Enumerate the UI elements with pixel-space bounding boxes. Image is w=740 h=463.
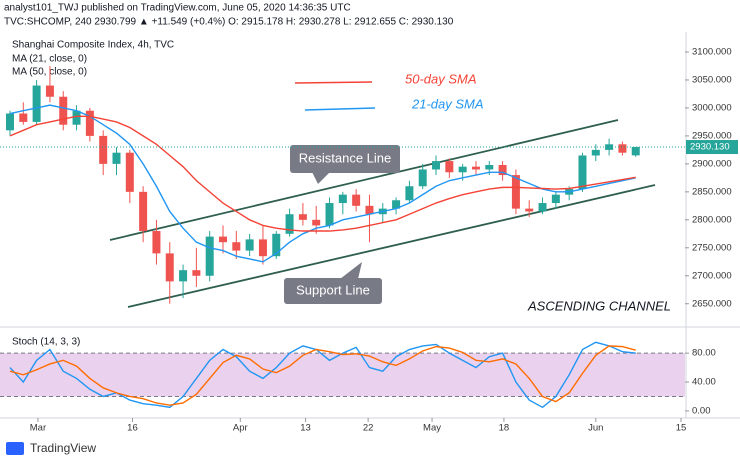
x-tick-label: 22 xyxy=(363,423,374,434)
candle-body xyxy=(511,175,520,209)
x-tick-label: 18 xyxy=(499,423,510,434)
candle-body xyxy=(125,152,134,192)
header-line: analyst101_TWJ published on TradingView.… xyxy=(4,3,351,14)
candle-body xyxy=(72,110,81,125)
candle-body xyxy=(298,214,307,220)
candle-body xyxy=(551,194,560,204)
candle-body xyxy=(325,203,334,226)
candle-body xyxy=(32,85,41,122)
x-tick-label: Apr xyxy=(233,423,248,434)
candle-body xyxy=(471,166,480,170)
candle-body xyxy=(5,113,14,131)
indicator-line xyxy=(9,341,636,409)
candle-body xyxy=(272,233,281,257)
candle-body xyxy=(285,214,294,234)
y-tick-label: 2850.000 xyxy=(692,186,732,197)
candle-body xyxy=(112,152,121,164)
callout-pointer xyxy=(340,262,362,279)
candle-body xyxy=(352,194,361,206)
indicator-line xyxy=(9,104,636,263)
candle-body xyxy=(45,85,54,97)
x-tick-label: Mar xyxy=(30,423,46,434)
indicator-line xyxy=(9,115,636,232)
candle-body xyxy=(139,191,148,232)
candle-body xyxy=(445,161,454,173)
candle-body xyxy=(219,236,228,243)
candle-body xyxy=(59,96,68,125)
candle-body xyxy=(338,194,347,204)
brand: TradingView xyxy=(30,441,96,455)
x-tick-label: Jun xyxy=(588,423,603,434)
y-tick-label: 2950.000 xyxy=(692,130,732,141)
y-tick-label: 3100.000 xyxy=(692,47,732,58)
candle-body xyxy=(538,203,547,212)
callout-box xyxy=(290,145,400,173)
candle-body xyxy=(498,164,507,176)
support-trendline xyxy=(127,184,656,308)
annotation: Resistance Line xyxy=(299,150,392,165)
y-tick-label: 3050.000 xyxy=(692,74,732,85)
last-price-label: 2930.130 xyxy=(690,142,730,153)
legend-entry: MA (21, close, 0) xyxy=(12,54,87,65)
brand-logo xyxy=(6,442,24,455)
x-tick-label: 13 xyxy=(300,423,311,434)
y-tick-label: 2700.000 xyxy=(692,270,732,281)
candle-body xyxy=(618,144,627,153)
candle-body xyxy=(85,110,94,136)
annotation: 50-day SMA xyxy=(405,71,477,86)
candle-body xyxy=(405,186,414,201)
indicator-line xyxy=(9,345,636,406)
header-quote: TVC:SHCOMP, 240 2930.799 ▲ +11.549 (+0.4… xyxy=(4,17,454,28)
annotation: 21-day SMA xyxy=(411,96,484,111)
candle-body xyxy=(232,242,241,251)
candle-body xyxy=(432,161,441,170)
candle-body xyxy=(578,155,587,190)
callout-box xyxy=(284,278,382,304)
candle-body xyxy=(365,205,374,215)
x-tick-label: 15 xyxy=(676,423,687,434)
candle-body xyxy=(591,149,600,156)
candle-body xyxy=(192,270,201,276)
candle-body xyxy=(418,169,427,187)
candle-body xyxy=(205,236,214,276)
candle-body xyxy=(165,253,174,282)
y-tick-label: 2800.000 xyxy=(692,214,732,225)
candle-body xyxy=(312,219,321,226)
legend-line xyxy=(304,107,376,111)
chart-title: Shanghai Composite Index, 4h, TVC xyxy=(12,40,174,51)
candle-body xyxy=(152,231,161,254)
candle-body xyxy=(179,270,188,282)
y-tick-label: 0.00 xyxy=(692,405,711,416)
callout-pointer xyxy=(312,172,330,184)
annotation: Support Line xyxy=(296,282,370,297)
chart-title: Stoch (14, 3, 3) xyxy=(12,337,80,348)
last-price-tag xyxy=(686,140,738,155)
candle-body xyxy=(485,164,494,170)
candle-body xyxy=(245,239,254,251)
candle-body xyxy=(631,147,640,156)
candle-body xyxy=(258,239,267,257)
y-tick-label: 2650.000 xyxy=(692,298,732,309)
x-tick-label: 16 xyxy=(127,423,138,434)
y-tick-label: 80.00 xyxy=(692,348,716,359)
y-tick-label: 40.00 xyxy=(692,377,716,388)
candle-body xyxy=(392,200,401,209)
candle-body xyxy=(458,166,467,173)
candle-body xyxy=(525,208,534,212)
candle-body xyxy=(99,135,108,164)
y-tick-label: 2900.000 xyxy=(692,158,732,169)
resistance-trendline xyxy=(109,119,619,241)
x-tick-label: May xyxy=(423,423,441,434)
y-tick-label: 3000.000 xyxy=(692,102,732,113)
annotation: ASCENDING CHANNEL xyxy=(527,298,671,313)
candle-body xyxy=(19,113,28,122)
y-tick-label: 2750.000 xyxy=(692,242,732,253)
legend-line xyxy=(294,81,373,84)
